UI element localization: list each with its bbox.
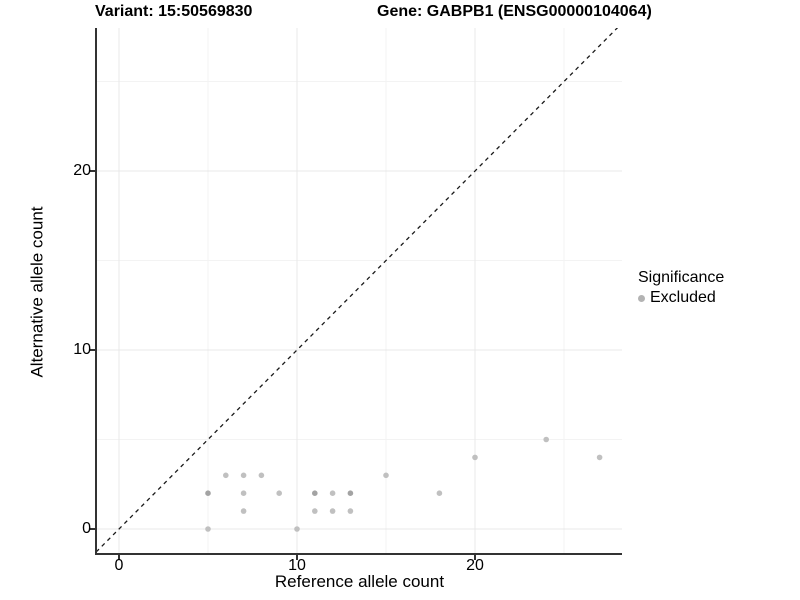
y-tick-label: 20 (73, 162, 91, 179)
variant-title: Variant: 15:50569830 (95, 3, 253, 20)
excluded-point-icon (638, 294, 645, 302)
x-tick-mark (296, 555, 298, 560)
y-axis-title: Alternative allele count (27, 206, 47, 378)
plot-area (90, 0, 645, 559)
legend: Significance Excluded (638, 269, 724, 307)
x-axis-title: Reference allele count (274, 572, 445, 591)
x-tick-mark (118, 555, 120, 560)
y-tick-mark (90, 349, 95, 351)
y-tick-mark (90, 528, 95, 530)
legend-item-excluded: Excluded (638, 289, 724, 307)
x-tick-label: 20 (466, 557, 484, 574)
gene-title: Gene: GABPB1 (ENSG00000104064) (377, 3, 652, 20)
x-tick-label: 10 (288, 557, 306, 574)
legend-title: Significance (638, 269, 725, 286)
y-tick-label: 0 (82, 520, 91, 537)
y-tick-mark (90, 170, 95, 172)
plot-panel (90, 0, 645, 559)
legend-item-label: Excluded (650, 289, 716, 306)
x-tick-label: 0 (114, 557, 124, 574)
y-tick-label: 10 (73, 341, 91, 358)
x-tick-mark (474, 555, 476, 560)
